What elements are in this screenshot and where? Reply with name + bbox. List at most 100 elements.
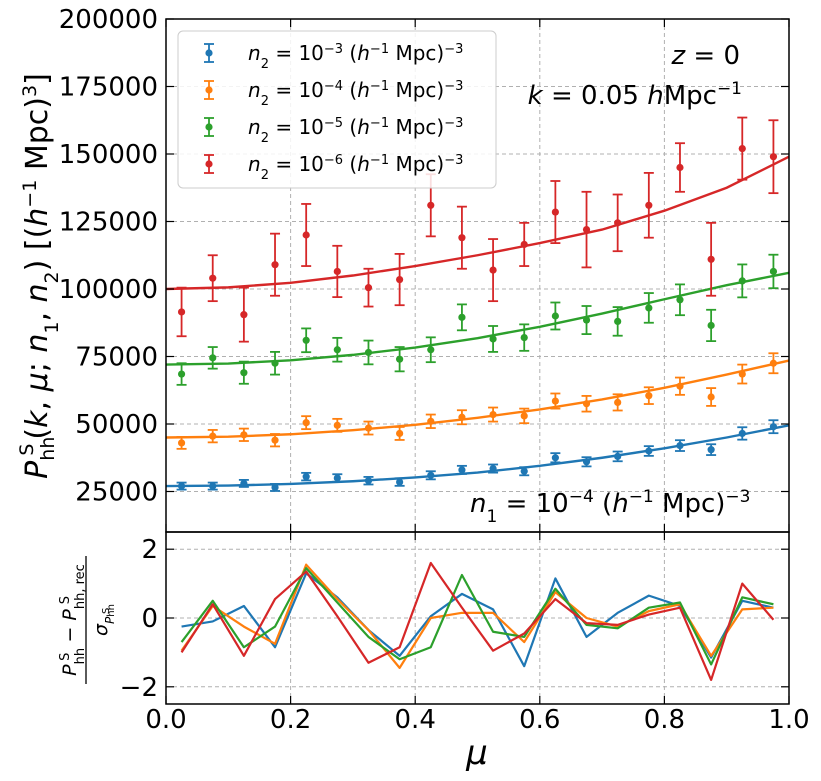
top-y-tick-label: 200000	[59, 5, 158, 35]
errorbar-point-series-2	[332, 417, 343, 433]
residual-line-series-4	[180, 561, 775, 682]
errorbar-point-series-4	[270, 232, 281, 297]
errorbar-point-series-3	[425, 336, 436, 364]
errorbar-point-series-4	[301, 203, 312, 267]
errorbar-point-series-4	[519, 221, 530, 267]
errorbar-point-series-3	[550, 301, 561, 331]
top-y-tick-label: 50000	[75, 410, 158, 440]
errorbar-point-series-3	[706, 308, 717, 343]
errorbar-point-series-1	[581, 456, 592, 468]
top-panel-data-points	[176, 116, 779, 492]
errorbar-point-series-3	[643, 292, 654, 324]
errorbar-point-series-3	[301, 327, 312, 354]
bottom-y-tick-label: 2	[141, 535, 158, 565]
errorbar-point-series-3	[207, 346, 218, 370]
errorbar-point-series-2	[363, 420, 374, 436]
model-curve-series-4	[165, 155, 790, 291]
annotation-redshift: z = 0	[670, 41, 740, 71]
errorbar-point-series-1	[332, 473, 343, 483]
errorbar-point-series-4	[768, 119, 779, 195]
errorbar-point-series-2	[550, 392, 561, 410]
top-panel-ticks: 25000 50000 75000 100000 125000 150000 175000 2…	[59, 5, 790, 532]
errorbar-point-series-2	[737, 363, 748, 385]
errorbar-point-series-4	[238, 286, 249, 343]
legend-entry-series-4: n2 = 10−6 (h−1 Mpc)−3	[204, 152, 463, 183]
errorbar-point-series-4	[394, 252, 405, 307]
errorbar-point-series-3	[456, 303, 467, 332]
errorbar-point-series-4	[363, 267, 374, 308]
legend-entry-series-1: n2 = 10−3 (h−1 Mpc)−3	[204, 41, 463, 72]
errorbar-point-series-4	[674, 142, 685, 193]
errorbar-point-series-2	[768, 352, 779, 375]
errorbar-point-series-4	[581, 190, 592, 269]
errorbar-point-series-4	[176, 286, 187, 338]
errorbar-point-series-3	[238, 360, 249, 385]
model-curve-series-1	[165, 424, 790, 488]
bottom-panel-ticks: 0.0 0.2 0.4 0.6 0.8 1.0 −2 0 2	[120, 532, 810, 735]
errorbar-point-series-1	[363, 476, 374, 486]
errorbar-point-series-2	[674, 376, 685, 396]
errorbar-point-series-1	[674, 439, 685, 452]
errorbar-point-series-2	[394, 426, 405, 441]
errorbar-point-series-1	[301, 471, 312, 482]
errorbar-point-series-4	[488, 238, 499, 303]
residual-line-series-3	[180, 567, 774, 666]
errorbar-point-series-2	[612, 393, 623, 412]
top-y-tick-label: 25000	[75, 478, 158, 508]
errorbar-point-series-2	[425, 413, 436, 429]
errorbar-point-series-2	[270, 433, 281, 448]
top-y-tick-label: 125000	[59, 208, 158, 238]
legend-label: n2 = 10−5 (h−1 Mpc)−3	[248, 115, 463, 146]
errorbar-point-series-4	[706, 221, 717, 297]
errorbar-point-series-1	[238, 478, 249, 488]
bottom-y-tick-label: 0	[141, 604, 158, 634]
legend-entry-series-2: n2 = 10−4 (h−1 Mpc)−3	[204, 78, 463, 109]
model-curve-series-3	[165, 271, 790, 366]
legend: n2 = 10−3 (h−1 Mpc)−3 n2 = 10−4 (h−1 Mpc)…	[177, 30, 497, 189]
model-curve-series-2	[165, 359, 790, 439]
errorbar-point-series-3	[363, 339, 374, 366]
errorbar-point-series-3	[394, 346, 405, 373]
errorbar-point-series-3	[176, 362, 187, 386]
errorbar-point-series-2	[207, 429, 218, 444]
legend-box	[177, 30, 497, 189]
top-y-tick-label: 75000	[75, 343, 158, 373]
errorbar-point-series-1	[425, 470, 436, 481]
x-tick-label: 0.8	[644, 705, 685, 735]
errorbar-point-series-1	[550, 452, 561, 464]
x-axis-label: μ	[465, 733, 488, 773]
errorbar-point-series-1	[456, 464, 467, 475]
errorbar-point-series-3	[581, 305, 592, 335]
errorbar-point-series-1	[768, 419, 779, 435]
residual-line-series-2	[180, 563, 774, 669]
legend-label: n2 = 10−6 (h−1 Mpc)−3	[248, 152, 463, 183]
errorbar-point-series-2	[519, 407, 530, 425]
errorbar-point-series-3	[270, 351, 281, 376]
bottom-panel-frame	[165, 531, 790, 705]
bottom-y-axis-label: PhhS − Phh, recS σPhhS	[58, 556, 117, 684]
errorbar-point-series-1	[207, 481, 218, 491]
errorbar-point-series-3	[332, 336, 343, 363]
svg-text:PhhS − Phh, recS: PhhS − Phh, recS	[58, 564, 88, 676]
errorbar-point-series-3	[488, 325, 499, 353]
errorbar-point-series-4	[456, 205, 467, 270]
top-y-tick-label: 150000	[59, 140, 158, 170]
legend-entry-series-3: n2 = 10−5 (h−1 Mpc)−3	[204, 115, 463, 146]
legend-label: n2 = 10−3 (h−1 Mpc)−3	[248, 41, 463, 72]
errorbar-point-series-3	[737, 263, 748, 299]
svg-text:PhhS(k, μ; n1, n2) [(h−1 Mpc)3: PhhS(k, μ; n1, n2) [(h−1 Mpc)3]	[16, 73, 63, 479]
errorbar-point-series-4	[643, 171, 654, 239]
x-tick-label: 0.2	[270, 705, 311, 735]
errorbar-point-series-1	[519, 466, 530, 477]
errorbar-point-series-3	[674, 283, 685, 317]
errorbar-point-series-1	[176, 481, 187, 491]
top-panel-model-curves	[165, 155, 790, 488]
errorbar-point-series-2	[581, 395, 592, 413]
errorbar-point-series-1	[270, 483, 281, 492]
legend-label: n2 = 10−4 (h−1 Mpc)−3	[248, 78, 463, 109]
top-y-axis-label: PhhS(k, μ; n1, n2) [(h−1 Mpc)3]	[16, 73, 63, 479]
annotation-wavenumber: k = 0.05 hMpc−1	[528, 79, 742, 111]
errorbar-point-series-3	[612, 306, 623, 337]
errorbar-point-series-1	[643, 445, 654, 457]
